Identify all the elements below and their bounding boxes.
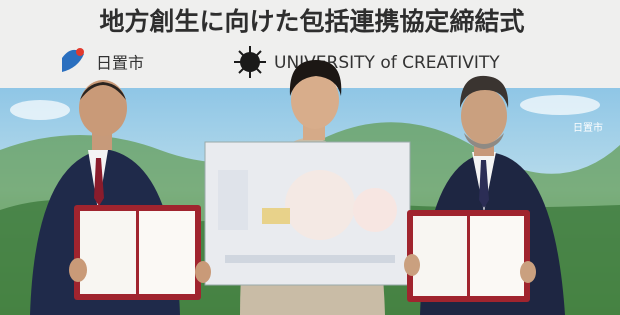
cloud [10, 100, 70, 120]
photo: 地方創生に向けた包括連携協定締結式 日置市 UNIVERSITY of CREA… [0, 0, 620, 315]
hand [404, 254, 420, 276]
agreement-right [407, 210, 530, 302]
cloud [520, 95, 600, 115]
banner-title: 地方創生に向けた包括連携協定締結式 [99, 7, 524, 36]
city-name: 日置市 [96, 54, 144, 73]
mural-label: 日置市 [573, 121, 603, 134]
hand [520, 261, 536, 283]
page: 地方創生に向けた包括連携協定締結式 日置市 UNIVERSITY of CREA… [0, 0, 620, 315]
agreement-left [74, 205, 201, 300]
hand [69, 258, 87, 282]
poster [205, 142, 410, 285]
hand [195, 261, 211, 283]
